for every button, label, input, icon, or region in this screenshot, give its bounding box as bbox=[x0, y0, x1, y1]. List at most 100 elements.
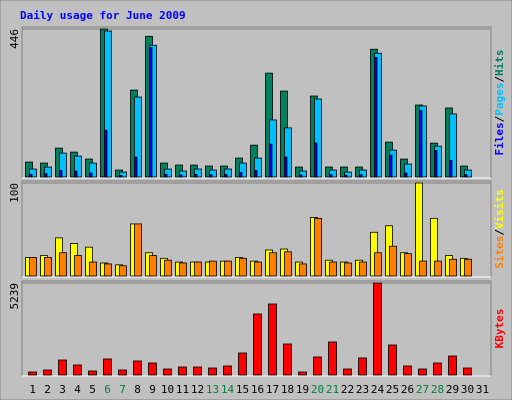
bar bbox=[89, 172, 93, 178]
legend-separator: / bbox=[493, 76, 506, 83]
bar bbox=[388, 344, 397, 376]
bar bbox=[89, 162, 97, 178]
bar bbox=[299, 170, 307, 178]
bar bbox=[404, 172, 408, 178]
bar bbox=[239, 162, 247, 178]
bar bbox=[119, 174, 123, 178]
bar bbox=[89, 261, 97, 277]
bar bbox=[134, 96, 142, 178]
bar bbox=[313, 356, 322, 376]
bar bbox=[329, 169, 337, 178]
bar bbox=[164, 173, 168, 178]
bar bbox=[29, 168, 37, 178]
bar bbox=[59, 252, 67, 277]
x-tick-label: 17 bbox=[266, 383, 279, 396]
bar bbox=[314, 142, 318, 178]
bar bbox=[104, 129, 108, 178]
x-tick-label: 9 bbox=[149, 383, 156, 396]
bar bbox=[343, 368, 352, 376]
x-tick-label: 31 bbox=[476, 383, 489, 396]
bar bbox=[373, 282, 382, 376]
bar bbox=[224, 173, 228, 178]
x-tick-label: 20 bbox=[311, 383, 324, 396]
legend-entry: Hits bbox=[493, 50, 506, 77]
bar bbox=[43, 369, 52, 376]
bar bbox=[344, 262, 352, 277]
x-tick-label: 1 bbox=[29, 383, 36, 396]
legend-entry: Files bbox=[493, 122, 506, 155]
bar bbox=[194, 173, 198, 178]
legend-entry: Visits bbox=[493, 189, 506, 229]
bar bbox=[464, 174, 468, 178]
bar bbox=[149, 47, 153, 178]
bar bbox=[193, 366, 202, 376]
bar bbox=[404, 163, 412, 178]
bar bbox=[133, 360, 142, 376]
bar bbox=[44, 173, 48, 178]
x-tick-label: 26 bbox=[401, 383, 414, 396]
bar bbox=[163, 368, 172, 376]
x-tick-label: 12 bbox=[191, 383, 204, 396]
bar bbox=[28, 371, 37, 376]
bar bbox=[358, 357, 367, 376]
y-tick-label: 446 bbox=[8, 29, 21, 49]
x-tick-label: 28 bbox=[431, 383, 444, 396]
bar bbox=[134, 156, 138, 178]
bar bbox=[359, 261, 367, 277]
bar bbox=[58, 359, 67, 376]
bar bbox=[284, 127, 292, 178]
bar bbox=[178, 366, 187, 376]
bar bbox=[194, 261, 202, 277]
bar bbox=[403, 365, 412, 376]
bar bbox=[389, 245, 397, 277]
bar bbox=[179, 174, 183, 178]
bar bbox=[104, 30, 112, 178]
bar bbox=[449, 258, 457, 277]
bar bbox=[254, 157, 262, 178]
x-tick-label: 5 bbox=[89, 383, 96, 396]
bar bbox=[118, 369, 127, 376]
legend-separator: / bbox=[493, 115, 506, 122]
bar bbox=[449, 160, 453, 178]
legend: KBytes bbox=[493, 309, 506, 349]
legend-separator: / bbox=[493, 229, 506, 236]
x-tick-label: 10 bbox=[161, 383, 174, 396]
x-tick-label: 11 bbox=[176, 383, 189, 396]
bar bbox=[134, 223, 142, 277]
bar bbox=[464, 258, 472, 277]
bar bbox=[179, 170, 187, 178]
bar bbox=[223, 365, 232, 376]
bar bbox=[284, 156, 288, 178]
bar bbox=[59, 169, 63, 178]
legend: Files/Pages/Hits bbox=[493, 50, 506, 156]
bar bbox=[389, 154, 393, 178]
bar bbox=[119, 171, 127, 178]
bar bbox=[464, 169, 472, 178]
bar bbox=[430, 217, 438, 277]
bar bbox=[148, 362, 157, 376]
bar bbox=[415, 182, 423, 277]
bar bbox=[149, 255, 157, 277]
bar bbox=[239, 257, 247, 277]
bar bbox=[194, 168, 202, 178]
x-tick-label: 14 bbox=[221, 383, 235, 396]
bar bbox=[74, 170, 78, 178]
x-tick-label: 16 bbox=[251, 383, 264, 396]
legend-entry: Sites bbox=[493, 236, 506, 269]
bar bbox=[374, 57, 378, 178]
bar bbox=[209, 260, 217, 277]
bar bbox=[284, 251, 292, 277]
bar bbox=[209, 169, 217, 178]
bar bbox=[269, 143, 273, 178]
bar bbox=[299, 263, 307, 277]
bar bbox=[283, 343, 292, 376]
legend-entry: KBytes bbox=[493, 309, 506, 349]
bar bbox=[329, 174, 333, 178]
bar bbox=[88, 370, 97, 376]
bar bbox=[239, 171, 243, 178]
bar bbox=[44, 166, 52, 178]
x-tick-label: 6 bbox=[104, 383, 111, 396]
bar bbox=[299, 174, 303, 178]
bar bbox=[164, 259, 172, 277]
